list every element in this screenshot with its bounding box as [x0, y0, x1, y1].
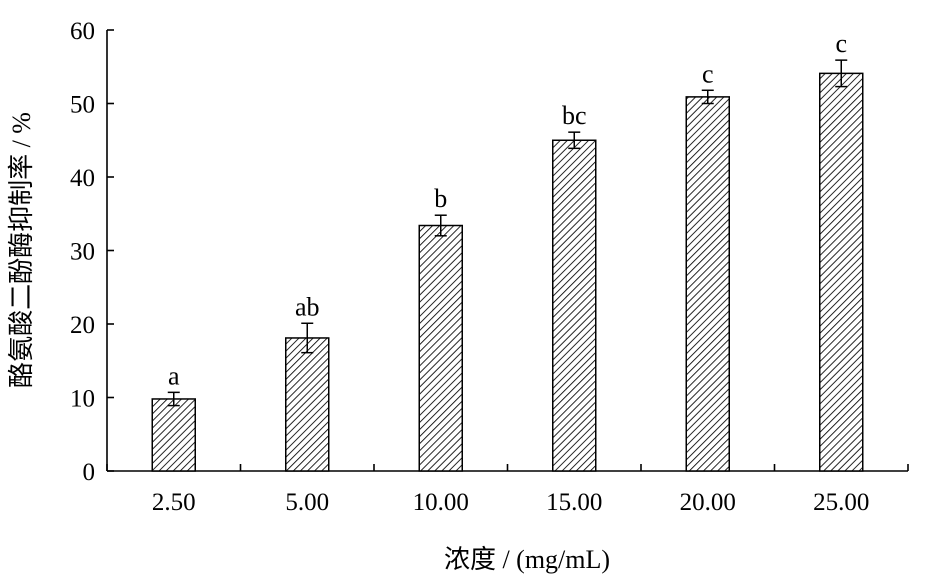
x-tick-label: 20.00	[680, 489, 736, 516]
x-tick-label: 5.00	[285, 489, 329, 516]
significance-label: bc	[562, 101, 587, 130]
error-bars-group	[167, 59, 848, 407]
y-tick-label: 40	[70, 165, 95, 192]
y-tick-label: 60	[70, 18, 95, 45]
error-bar	[701, 89, 714, 105]
y-axis: 0 10 20 30 40 50 60	[70, 18, 114, 486]
x-tick-label: 10.00	[413, 489, 469, 516]
error-bar	[568, 131, 581, 150]
significance-label: ab	[295, 292, 320, 321]
significance-labels-group: a ab b bc c c	[168, 29, 847, 390]
bar	[552, 139, 597, 472]
bars-group	[151, 72, 864, 472]
x-tick-label: 25.00	[813, 489, 869, 516]
y-axis-title: 酪氨酸二酚酶抑制率 / %	[7, 112, 36, 388]
y-tick-label: 30	[70, 239, 95, 266]
error-bar	[434, 214, 447, 237]
significance-label: b	[434, 184, 447, 213]
y-tick-label: 10	[70, 386, 95, 413]
bar	[819, 72, 864, 472]
y-tick-label: 20	[70, 312, 95, 339]
x-tick-label: 2.50	[152, 489, 196, 516]
significance-label: a	[168, 361, 180, 390]
significance-label: c	[702, 59, 714, 88]
bar	[285, 337, 330, 472]
error-bar	[835, 59, 848, 88]
y-tick-label: 0	[83, 459, 96, 486]
x-axis-title: 浓度 / (mg/mL)	[444, 545, 610, 574]
error-bar	[301, 322, 314, 354]
bar	[685, 96, 730, 472]
x-axis: 2.50 5.00 10.00 15.00 20.00 25.00	[106, 464, 909, 516]
error-bar	[167, 391, 180, 407]
significance-label: c	[835, 29, 847, 58]
x-tick-label: 15.00	[546, 489, 602, 516]
y-tick-label: 50	[70, 92, 95, 119]
bar	[151, 398, 196, 472]
bar	[418, 224, 463, 472]
